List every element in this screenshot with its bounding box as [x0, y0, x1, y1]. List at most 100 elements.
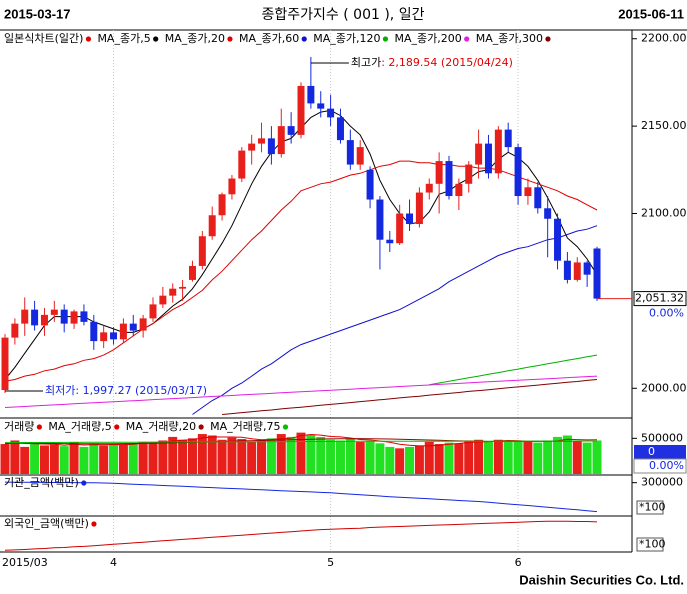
series-line	[192, 225, 598, 415]
volume-bar	[503, 440, 513, 474]
candle-body	[31, 309, 39, 326]
legend-swatch	[85, 36, 92, 42]
volume-bar	[207, 435, 217, 474]
date-start: 2015-03-17	[4, 6, 71, 21]
candle-body	[406, 213, 414, 224]
candle-body	[465, 164, 473, 184]
candle-body	[504, 129, 512, 148]
candle-body	[80, 311, 88, 322]
y-tick-label: 2000.00	[641, 381, 687, 394]
volume-bar	[434, 444, 444, 474]
multiplier-label: *100	[639, 501, 666, 514]
candle-body	[327, 108, 335, 118]
series-line	[4, 481, 598, 513]
x-tick-label: 2015/03	[2, 556, 48, 569]
candle-body	[445, 161, 453, 197]
change-box	[633, 458, 687, 474]
volume-bar	[69, 441, 79, 474]
volume-bar	[266, 438, 276, 474]
candle-body	[218, 194, 226, 216]
volume-bar	[148, 442, 158, 474]
candle-body	[277, 126, 285, 155]
candle-body	[386, 239, 394, 244]
y-tick-label: 500000	[641, 431, 683, 444]
price-box-label: 2,051.32	[635, 292, 684, 305]
candle-body	[238, 150, 246, 179]
value-box-label: 0	[648, 445, 655, 458]
candle-body	[258, 138, 266, 144]
candle-body	[484, 143, 492, 174]
volume-bar	[523, 441, 533, 474]
legend-swatch	[81, 480, 87, 486]
volume-bar	[247, 441, 257, 474]
candle-body	[524, 187, 532, 197]
candle-body	[336, 117, 344, 141]
volume-bar	[335, 440, 345, 474]
legend-label: 기관_금액(백만)	[4, 476, 79, 489]
legend-label: MA_거래량,20	[126, 420, 196, 433]
volume-bar	[464, 440, 474, 474]
x-tick-label: 4	[110, 556, 117, 569]
candle-body	[188, 265, 196, 280]
candle-body	[50, 309, 58, 315]
volume-bar	[582, 442, 592, 474]
volume-bar	[178, 439, 188, 474]
candle-body	[317, 103, 325, 109]
volume-bar	[276, 434, 286, 474]
candle-body	[534, 187, 542, 209]
volume-bar	[444, 442, 454, 474]
series-line	[429, 354, 598, 386]
candle-body	[139, 318, 147, 331]
volume-bar	[562, 435, 572, 474]
series-line	[222, 379, 598, 415]
candle-body	[544, 208, 552, 219]
candle-body	[267, 138, 275, 155]
volume-bar	[0, 444, 10, 474]
volume-bar	[59, 446, 69, 474]
volume-bar	[138, 441, 148, 474]
candle-body	[583, 262, 591, 275]
legend-swatch	[227, 36, 233, 42]
legend-swatch	[301, 36, 307, 42]
annotation-text: : 2,189.54 (2015/04/24)	[381, 56, 513, 69]
candle-body	[100, 332, 108, 342]
legend-label: MA_종가,200	[394, 32, 461, 45]
change-label: 0.00%	[649, 307, 684, 320]
candle-body	[376, 199, 384, 240]
volume-bar	[474, 439, 484, 474]
candle-body	[208, 215, 216, 237]
series-line	[5, 440, 597, 444]
annotation-label: 최고가	[351, 56, 381, 69]
volume-bar	[49, 444, 59, 474]
candle-body	[169, 288, 177, 296]
legend-label: MA_종가,60	[239, 32, 299, 45]
candle-body	[435, 161, 443, 184]
volume-bar	[592, 440, 602, 474]
multiplier-box	[636, 500, 664, 515]
legend-label: MA_거래량,5	[48, 420, 111, 433]
volume-bar	[454, 443, 464, 474]
volume-bar	[326, 439, 336, 474]
candle-body	[297, 85, 305, 135]
candle-body	[110, 332, 118, 340]
volume-bar	[513, 441, 523, 474]
candle-body	[455, 183, 463, 197]
candle-body	[40, 314, 48, 326]
candle-body	[198, 236, 206, 266]
candle-body	[514, 147, 522, 197]
volume-bar	[375, 443, 385, 474]
x-tick-label: 6	[515, 556, 522, 569]
legend-swatch	[91, 521, 97, 527]
legend-swatch	[382, 36, 389, 42]
legend-swatch	[545, 36, 551, 42]
y-tick-label: 2100.00	[641, 207, 687, 220]
annotation-label: 최저가	[45, 384, 75, 397]
volume-bar	[109, 444, 119, 474]
y-tick-label: 2150.00	[641, 119, 687, 132]
candle-body	[425, 183, 433, 193]
candle-body	[307, 85, 315, 104]
volume-bar	[306, 434, 316, 474]
multiplier-label: *100	[639, 538, 666, 551]
